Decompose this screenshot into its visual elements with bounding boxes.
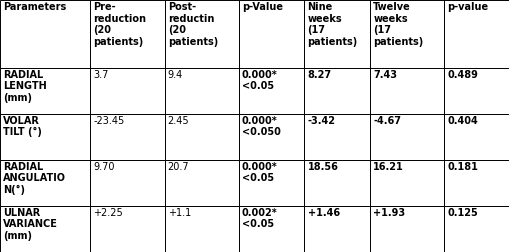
Text: 0.000*
<0.050: 0.000* <0.050	[241, 116, 280, 137]
Bar	[90, 206, 164, 252]
Bar	[90, 114, 164, 160]
Bar	[164, 206, 238, 252]
Text: Twelve
weeks
(17
patients): Twelve weeks (17 patients)	[373, 2, 422, 47]
Text: -3.42: -3.42	[307, 116, 335, 126]
Text: 8.27: 8.27	[307, 70, 331, 80]
Text: 7.43: 7.43	[373, 70, 397, 80]
Bar	[0, 114, 90, 160]
Bar	[164, 114, 238, 160]
Bar	[90, 68, 164, 114]
Text: VOLAR
TILT (°): VOLAR TILT (°)	[3, 116, 42, 138]
Text: 0.125: 0.125	[446, 208, 477, 218]
Bar	[443, 114, 509, 160]
Bar	[304, 68, 370, 114]
Text: p-value: p-value	[446, 2, 488, 12]
Text: RADIAL
LENGTH
(mm): RADIAL LENGTH (mm)	[3, 70, 47, 103]
Bar	[238, 68, 304, 114]
Text: Parameters: Parameters	[3, 2, 66, 12]
Bar	[370, 160, 443, 206]
Text: RADIAL
ANGULATIO
N(°): RADIAL ANGULATIO N(°)	[3, 162, 66, 195]
Bar	[0, 68, 90, 114]
Bar	[164, 68, 238, 114]
Bar	[164, 160, 238, 206]
Bar	[370, 114, 443, 160]
Text: 3.7: 3.7	[93, 70, 108, 80]
Bar	[0, 0, 90, 68]
Bar	[443, 206, 509, 252]
Text: p-Value: p-Value	[241, 2, 282, 12]
Text: 0.000*
<0.05: 0.000* <0.05	[241, 70, 277, 91]
Bar	[0, 160, 90, 206]
Bar	[164, 0, 238, 68]
Bar	[238, 114, 304, 160]
Text: ULNAR
VARIANCE
(mm): ULNAR VARIANCE (mm)	[3, 208, 58, 241]
Text: 18.56: 18.56	[307, 162, 338, 172]
Bar	[443, 0, 509, 68]
Bar	[443, 160, 509, 206]
Bar	[370, 206, 443, 252]
Text: +1.1: +1.1	[167, 208, 190, 218]
Text: 0.000*
<0.05: 0.000* <0.05	[241, 162, 277, 183]
Text: 0.002*
<0.05: 0.002* <0.05	[241, 208, 277, 229]
Text: Post-
reductin
(20
patients): Post- reductin (20 patients)	[167, 2, 217, 47]
Text: 0.181: 0.181	[446, 162, 477, 172]
Bar	[0, 206, 90, 252]
Text: 9.70: 9.70	[93, 162, 115, 172]
Text: 0.404: 0.404	[446, 116, 477, 126]
Text: 0.489: 0.489	[446, 70, 477, 80]
Text: +1.93: +1.93	[373, 208, 405, 218]
Text: +1.46: +1.46	[307, 208, 339, 218]
Text: -4.67: -4.67	[373, 116, 401, 126]
Bar	[370, 0, 443, 68]
Text: 9.4: 9.4	[167, 70, 183, 80]
Bar	[304, 160, 370, 206]
Text: 20.7: 20.7	[167, 162, 189, 172]
Text: Pre-
reduction
(20
patients): Pre- reduction (20 patients)	[93, 2, 146, 47]
Bar	[238, 206, 304, 252]
Text: 16.21: 16.21	[373, 162, 403, 172]
Text: +2.25: +2.25	[93, 208, 123, 218]
Bar	[238, 0, 304, 68]
Bar	[90, 0, 164, 68]
Bar	[370, 68, 443, 114]
Bar	[304, 0, 370, 68]
Bar	[238, 160, 304, 206]
Text: 2.45: 2.45	[167, 116, 189, 126]
Text: -23.45: -23.45	[93, 116, 124, 126]
Text: Nine
weeks
(17
patients): Nine weeks (17 patients)	[307, 2, 357, 47]
Bar	[304, 114, 370, 160]
Bar	[304, 206, 370, 252]
Bar	[90, 160, 164, 206]
Bar	[443, 68, 509, 114]
